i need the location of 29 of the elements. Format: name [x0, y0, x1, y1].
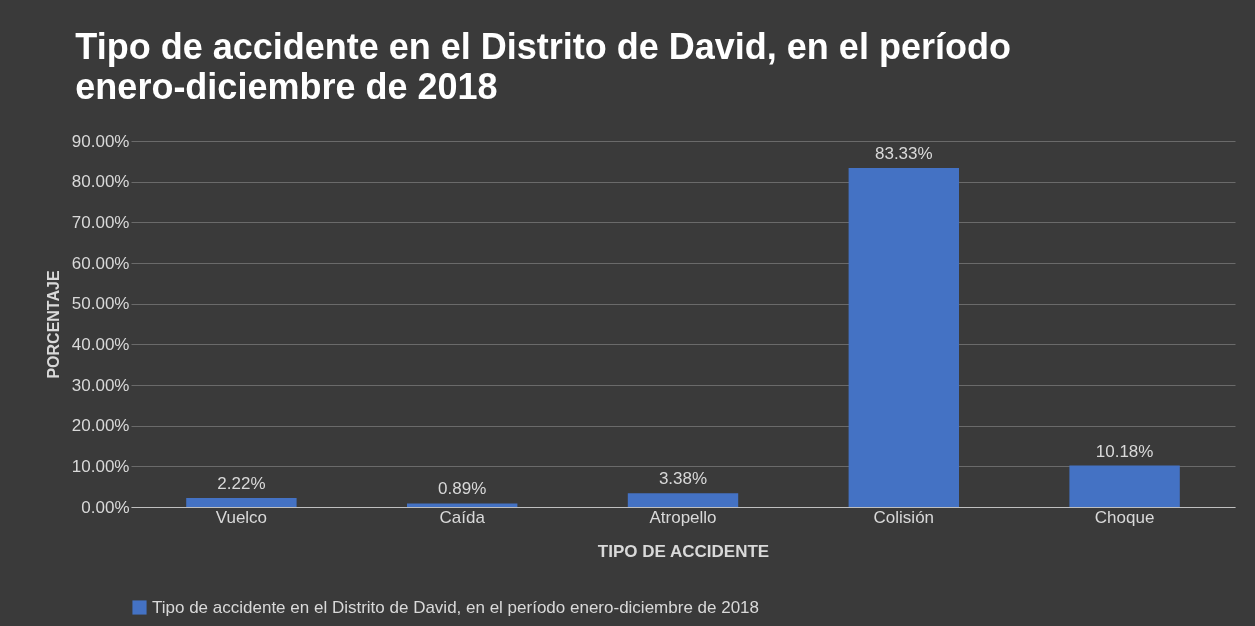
x-tick-label: Vuelco [215, 507, 268, 527]
y-tick-label: 20.00% [71, 416, 130, 436]
y-tick-label: 0.00% [81, 497, 130, 517]
data-label: 83.33% [874, 144, 933, 164]
bar [186, 497, 297, 507]
y-tick-label: 30.00% [71, 375, 130, 395]
x-axis-title: TIPO DE ACCIDENTE [597, 541, 770, 561]
bar [407, 503, 518, 507]
bar [627, 493, 739, 507]
data-label: 2.22% [217, 473, 266, 493]
data-label: 0.89% [438, 479, 487, 499]
y-tick-label: 40.00% [71, 334, 130, 354]
y-tick-label: 50.00% [71, 294, 130, 314]
data-label: 3.38% [658, 469, 708, 489]
y-tick-label: 80.00% [71, 172, 130, 192]
legend-label: Tipo de accidente en el Distrito de David, en el período enero-diciembre de 2018 [152, 597, 760, 617]
y-axis-title: PORCENTAJE [44, 270, 62, 379]
x-tick-label: Atropello [649, 507, 717, 527]
y-tick-label: 70.00% [71, 212, 130, 232]
x-tick-label: Choque [1094, 507, 1155, 527]
data-label: 10.18% [1095, 441, 1154, 461]
y-tick-label: 10.00% [71, 456, 130, 476]
x-tick-label: Caída [439, 507, 486, 527]
chart-title: Tipo de accidente en el Distrito de David, en el período enero-diciembre de 2018 [75, 26, 1011, 107]
bar [848, 168, 959, 507]
y-tick-label: 90.00% [71, 131, 130, 151]
y-tick-label: 60.00% [71, 253, 130, 273]
x-tick-label: Colisión [873, 507, 935, 527]
bar [1069, 465, 1180, 507]
